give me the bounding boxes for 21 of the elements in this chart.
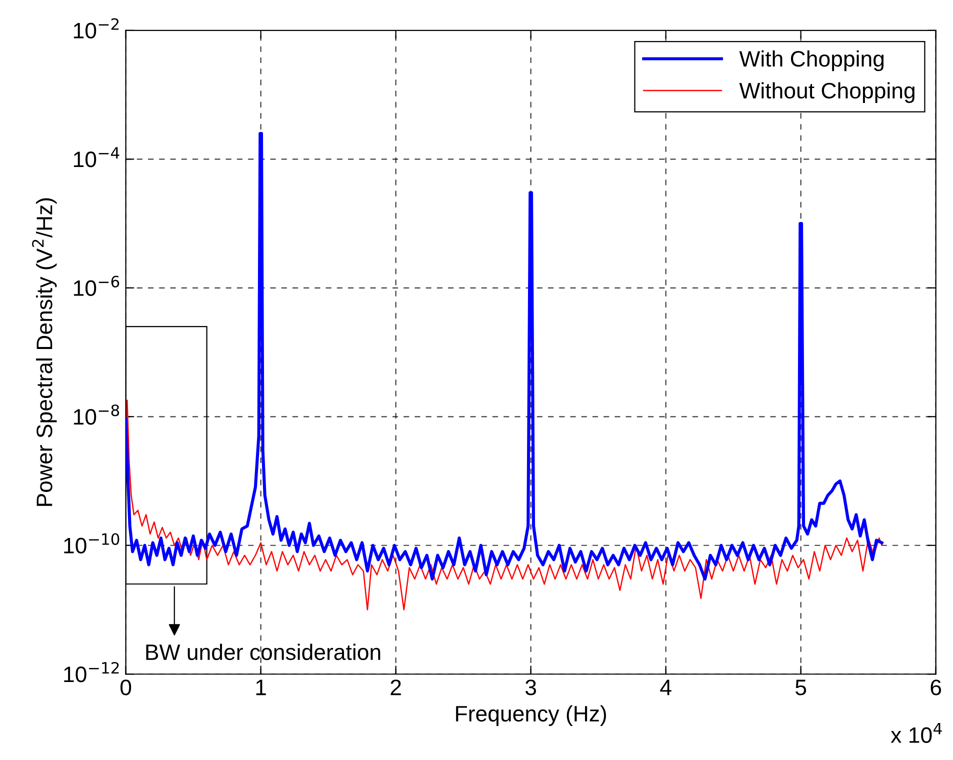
x-tick-label: 1 (256, 680, 266, 696)
legend-label: Without Chopping (739, 82, 914, 103)
x-tick-label: 6 (930, 680, 942, 696)
x-tick-label: 3 (525, 680, 536, 696)
line-series (126, 400, 882, 610)
legend-label: With Chopping (739, 50, 884, 72)
y-tick-label: 10$^{−8}$ (74, 404, 120, 425)
y-tick-label: 10$^{−6}$ (74, 276, 120, 296)
x-tick-label: 4 (660, 680, 672, 696)
y-tick-label: 10$^{−2}$ (74, 18, 119, 38)
x-tick-label: 2 (390, 680, 401, 696)
y-tick-label: 10$^{−10}$ (64, 533, 120, 554)
y-tick-label: 10$^{−12}$ (64, 662, 119, 682)
x-axis-title: Frequency (Hz) (456, 705, 606, 726)
band-label: BW under consideration (146, 644, 380, 660)
line-series (126, 132, 884, 581)
x-tick-label: 5 (796, 680, 806, 696)
x-tick-label: 0 (120, 680, 132, 696)
y-tick-label: 10$^{−4}$ (74, 147, 120, 168)
text: x 10$^{4}$ (890, 722, 942, 744)
y-axis-title: Power Spectral Density (V$^{2}$/Hz) (32, 198, 57, 506)
